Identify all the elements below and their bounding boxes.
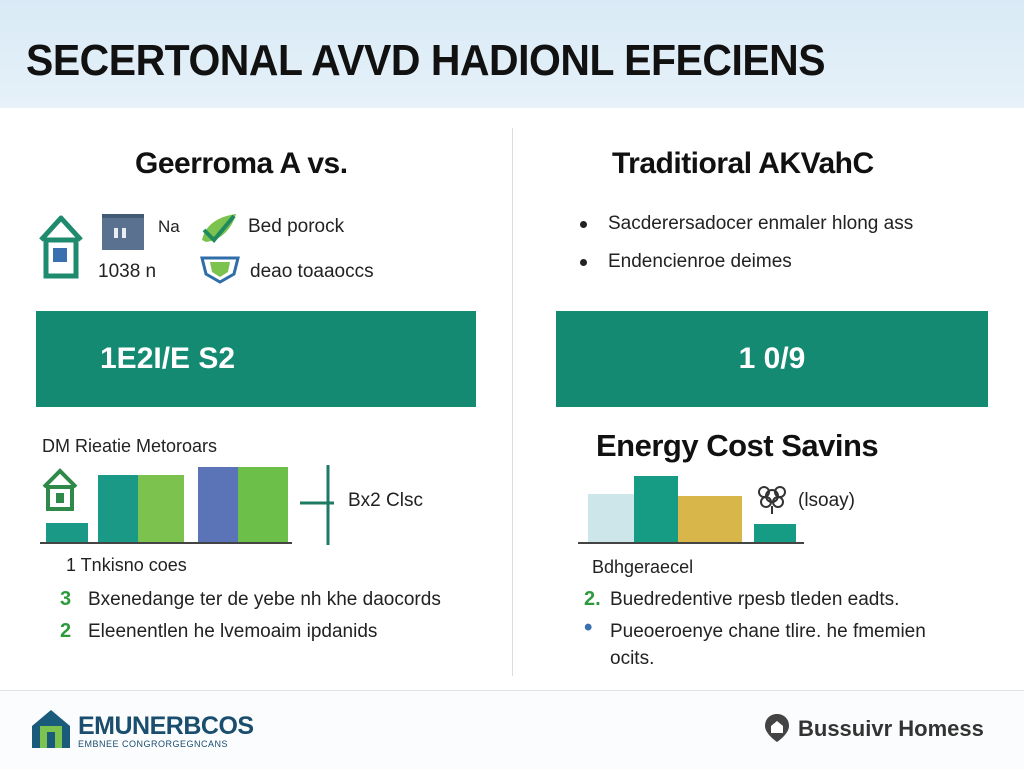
right-bullet-2: Endencienroe deimes — [608, 251, 792, 272]
right-bullet-dot-1 — [580, 221, 587, 228]
right-highlight-band: 1 0/9 — [556, 311, 988, 407]
right-bar-3 — [678, 496, 742, 542]
right-list-marker-2: • — [584, 614, 593, 641]
leaf-check-icon — [202, 214, 236, 243]
right-list-marker-1: 2. — [584, 588, 601, 610]
right-bullet-dot-2 — [580, 259, 587, 266]
left-icon-label-b: Bed porock — [248, 216, 345, 237]
left-icon-label-a: Na — [158, 217, 180, 236]
right-bar-1 — [588, 494, 634, 542]
left-highlight-band: 1E2I/E S2 — [36, 311, 476, 407]
left-chart-title: DM Rieatie Metoroars — [42, 436, 218, 456]
right-chart-title: Energy Cost Savins — [596, 428, 879, 463]
right-chart-side-label: (lsoay) — [798, 490, 856, 511]
left-column-title: Geerroma A vs. — [135, 147, 348, 180]
left-bar-4 — [198, 467, 238, 543]
right-list-item-2-continued: ocits. — [610, 648, 655, 669]
left-bar-3 — [138, 475, 184, 543]
left-list-marker-1: 3 — [60, 588, 72, 610]
right-list-item-2: Pueoeroenye chane tlire. he fmemien — [610, 621, 926, 642]
right-bar-2 — [634, 476, 678, 542]
left-bar-2 — [98, 475, 138, 543]
left-bar-5 — [238, 467, 288, 543]
small-house-icon — [42, 468, 78, 511]
right-bar-4 — [754, 524, 796, 542]
right-brand-name: Bussuivr Homess — [798, 716, 984, 741]
house-icon — [39, 215, 83, 279]
right-brand-logo-icon — [765, 714, 789, 742]
left-bar-chart — [40, 465, 334, 545]
building-icon — [102, 214, 144, 250]
shield-icon — [200, 256, 240, 284]
left-chart-caption: 1 Tnkisno coes — [66, 555, 187, 575]
right-band-value: 1 0/9 — [738, 342, 806, 375]
header-banner: SECERTONAL AVVD HADIONL EFECIENS — [0, 0, 1024, 108]
column-divider — [512, 128, 513, 676]
left-chart-side-label: Bx2 Clsc — [348, 490, 423, 511]
right-bar-chart — [578, 476, 804, 544]
left-icon-label-c: 1038 n — [98, 261, 157, 282]
left-brand-logo-icon — [32, 710, 70, 748]
page-title: SECERTONAL AVVD HADIONL EFECIENS — [26, 36, 826, 85]
left-brand-tagline: EMBNEE CONGRORGEGNCANS — [78, 739, 229, 749]
left-icon-label-d: deao toaaoccs — [250, 261, 374, 282]
left-list-marker-2: 2 — [60, 620, 72, 642]
right-bullet-1: Sacderersadocer enmaler hlong ass — [608, 213, 914, 234]
left-list-item-2: Eleenentlen he lvemoaim ipdanids — [88, 621, 378, 642]
right-column-title: Traditioral AKVahC — [612, 147, 874, 180]
left-bar-1 — [46, 523, 88, 543]
left-brand-name: EMUNERBCOS — [78, 712, 254, 740]
right-chart-caption: Bdhgeraecel — [592, 557, 694, 577]
footer — [0, 690, 1024, 769]
left-list-item-1: Bxenedange ter de yebe nh khe daocords — [88, 589, 441, 610]
left-band-value: 1E2I/E S2 — [100, 342, 236, 375]
flower-icon — [758, 486, 786, 514]
right-list-item-1: Buedredentive rpesb tleden eadts. — [610, 589, 900, 610]
